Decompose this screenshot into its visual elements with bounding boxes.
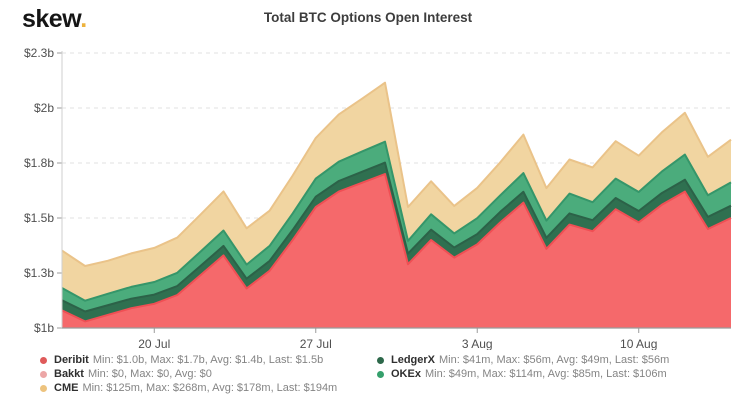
area-ledgerx xyxy=(62,162,731,322)
x-axis-label: 27 Jul xyxy=(300,337,332,350)
y-axis-label: $1.3b xyxy=(24,266,54,280)
y-axis-label: $1b xyxy=(34,321,54,335)
area-deribit xyxy=(62,174,731,328)
legend-dot-okex xyxy=(377,370,384,378)
area-cme xyxy=(62,82,731,301)
x-axis-label: 3 Aug xyxy=(462,337,493,350)
legend-column-1: LedgerX Min: $41m, Max: $56m, Avg: $49m, … xyxy=(377,353,669,381)
x-axis-label: 20 Jul xyxy=(138,337,170,350)
y-axis-label: $2.3b xyxy=(24,46,54,60)
chart-title: Total BTC Options Open Interest xyxy=(263,10,473,25)
legend-item-okex[interactable]: OKEx Min: $49m, Max: $114m, Avg: $85m, La… xyxy=(377,367,669,381)
legend-dot-ledgerx xyxy=(377,356,384,364)
legend-series-name: Bakkt xyxy=(54,368,84,380)
open-interest-stacked-area-chart: $1b $1.3b $1.5b $1.8b $2b $2.3b 20 Jul 27 Jul 3 … xyxy=(24,46,732,350)
edge-cme xyxy=(61,81,732,267)
legend-series-name: CME xyxy=(54,382,79,394)
area-okex xyxy=(62,141,731,312)
edge-deribit xyxy=(61,173,732,323)
legend-series-stats: Min: $1.0b, Max: $1.7b, Avg: $1.4b, Last… xyxy=(92,354,324,366)
skew-logo[interactable]: skew. xyxy=(22,5,87,34)
legend-dot-bakkt xyxy=(40,370,47,378)
legend-item-deribit[interactable]: Deribit Min: $1.0b, Max: $1.7b, Avg: $1.4… xyxy=(40,353,337,367)
x-axis-label: 10 Aug xyxy=(620,337,657,350)
y-axis-label: $1.8b xyxy=(24,156,54,170)
y-axis-label: $1.5b xyxy=(24,211,54,225)
y-axis-label: $2b xyxy=(34,101,54,115)
legend-item-cme[interactable]: CME Min: $125m, Max: $268m, Avg: $178m, L… xyxy=(40,381,337,395)
legend-item-ledgerx[interactable]: LedgerX Min: $41m, Max: $56m, Avg: $49m, … xyxy=(377,353,669,367)
legend-series-stats: Min: $0, Max: $0, Avg: $0 xyxy=(87,368,212,380)
legend-series-name: Deribit xyxy=(54,354,89,366)
legend-series-name: LedgerX xyxy=(391,354,436,366)
edge-ledgerx xyxy=(61,161,732,313)
legend-item-bakkt[interactable]: Bakkt Min: $0, Max: $0, Avg: $0 xyxy=(40,367,337,381)
legend-series-name: OKEx xyxy=(391,368,421,380)
legend-dot-deribit xyxy=(40,356,47,364)
skew-logo-text: skew xyxy=(22,5,81,33)
legend-series-stats: Min: $125m, Max: $268m, Avg: $178m, Last… xyxy=(82,382,338,394)
legend-column-0: Deribit Min: $1.0b, Max: $1.7b, Avg: $1.4… xyxy=(40,353,337,395)
legend-series-stats: Min: $41m, Max: $56m, Avg: $49m, Last: $… xyxy=(439,354,670,366)
skew-logo-dot: . xyxy=(80,5,87,33)
legend-dot-cme xyxy=(40,384,47,392)
edge-okex xyxy=(61,140,732,302)
legend-series-stats: Min: $49m, Max: $114m, Avg: $85m, Last: … xyxy=(424,368,667,380)
